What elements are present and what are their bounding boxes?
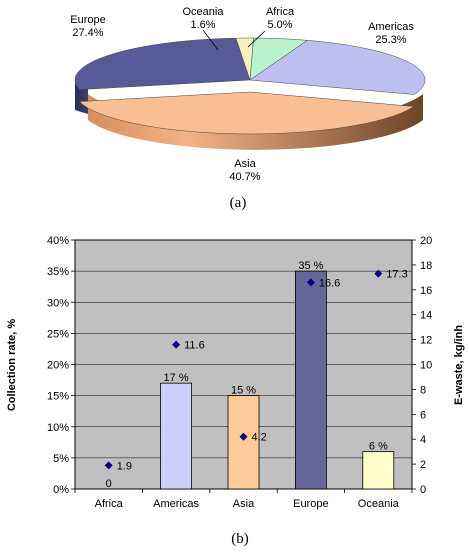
y-axis-right-title: E-waste, kg/inh [453,325,465,405]
y-right-tick-label: 16 [420,285,432,297]
marker-label-americas: 11.6 [184,340,205,352]
pie-label-europe-value: 27.4% [72,27,103,39]
bar-oceania [362,451,395,490]
y-right-tick-label: 2 [420,459,426,471]
pie-tops [74,37,426,135]
marker-americas [172,340,181,349]
pie-labels: Europe 27.4% Oceania 1.6% Africa 5.0% Am… [70,6,414,183]
pie-label-asia-value: 40.7% [229,171,260,183]
y-right-tick-label: 20 [420,235,432,247]
pie-leader-oceania [202,29,219,51]
pie-label-europe-name: Europe [70,14,105,26]
y-left-tick-label: 40% [47,235,69,247]
pie-label-oceania: Oceania 1.6% [183,6,225,31]
x-tick-label-americas: Americas [153,498,199,510]
y-axis-right: 0 2 4 6 8 10 12 14 16 18 20 [412,235,432,496]
y-right-tick-label: 6 [420,409,426,421]
x-axis-labels: Africa Americas Asia Europe Oceania [74,489,413,510]
y-right-tick-label: 0 [420,484,426,496]
scatter-markers: 1.9 11.6 4.2 16.6 17.3 [104,269,408,472]
bar-americas [160,382,193,490]
bars [160,270,395,490]
pie-label-africa: Africa 5.0% [266,6,295,31]
bar-europe [294,270,327,490]
marker-europe [306,278,315,287]
pie-side-asia [88,94,423,150]
y-right-tick-label: 12 [420,335,432,347]
marker-africa [104,461,113,470]
caption-a: (a) [230,195,247,211]
x-tick-label-oceania: Oceania [358,498,400,510]
x-tick-label-africa: Africa [95,498,124,510]
y-right-tick-label: 8 [420,384,426,396]
bar-label-africa: 0 [106,478,112,490]
pie-slice-asia [78,91,415,135]
y-left-tick-label: 0% [53,484,69,496]
bar-asia [227,395,260,490]
bar-label-europe: 35 % [298,260,323,272]
y-axis-left: 0% 5% 10% 15% 20% 25% 30% 35% 40% [47,235,75,496]
y-left-tick-label: 30% [47,297,69,309]
caption-b: (b) [231,531,249,547]
pie-label-oceania-name: Oceania [183,6,225,18]
pie-label-africa-name: Africa [266,6,295,18]
pie-slice-americas [249,40,426,95]
y-right-tick-label: 10 [420,360,432,372]
bar-chart: 0% 5% 10% 15% 20% 25% 30% 35% 40% 0 2 4 6 8 10 12 14 16 1… [6,235,465,547]
marker-label-africa: 1.9 [117,460,132,472]
pie-label-oceania-value: 1.6% [190,19,215,31]
y-axis-left-title: Collection rate, % [6,319,18,412]
bar-value-labels: 0 17 % 15 % 35 % 6 % [106,260,388,490]
y-left-tick-label: 25% [47,328,69,340]
bar-label-oceania: 6 % [369,441,388,453]
x-tick-label-europe: Europe [293,498,328,510]
pie-slice-oceania [235,37,254,81]
pie-label-americas: Americas 25.3% [368,21,414,46]
marker-label-asia: 4.2 [252,432,267,444]
x-tick-label-asia: Asia [233,498,255,510]
pie-label-americas-name: Americas [368,21,414,33]
pie-label-americas-value: 25.3% [375,34,406,46]
marker-asia [239,432,248,441]
pie-label-africa-value: 5.0% [267,19,292,31]
pie-label-europe: Europe 27.4% [70,14,105,39]
marker-label-europe: 16.6 [319,277,340,289]
pie-label-asia: Asia 40.7% [229,158,260,183]
y-right-tick-label: 4 [420,434,426,446]
marker-label-oceania: 17.3 [386,269,407,281]
pie-label-asia-name: Asia [234,158,256,170]
y-left-tick-label: 5% [53,453,69,465]
y-left-tick-label: 20% [47,360,69,372]
y-left-tick-label: 35% [47,266,69,278]
bar-label-asia: 15 % [231,385,256,397]
y-right-tick-label: 18 [420,260,432,272]
y-left-tick-label: 10% [47,422,69,434]
pie-slice-europe [74,37,251,90]
pie-chart: Europe 27.4% Oceania 1.6% Africa 5.0% Am… [70,6,426,211]
pie-leader-africa [247,30,266,48]
marker-oceania [374,269,383,278]
bar-label-americas: 17 % [164,372,189,384]
y-left-tick-label: 15% [47,391,69,403]
y-right-tick-label: 14 [420,310,432,322]
